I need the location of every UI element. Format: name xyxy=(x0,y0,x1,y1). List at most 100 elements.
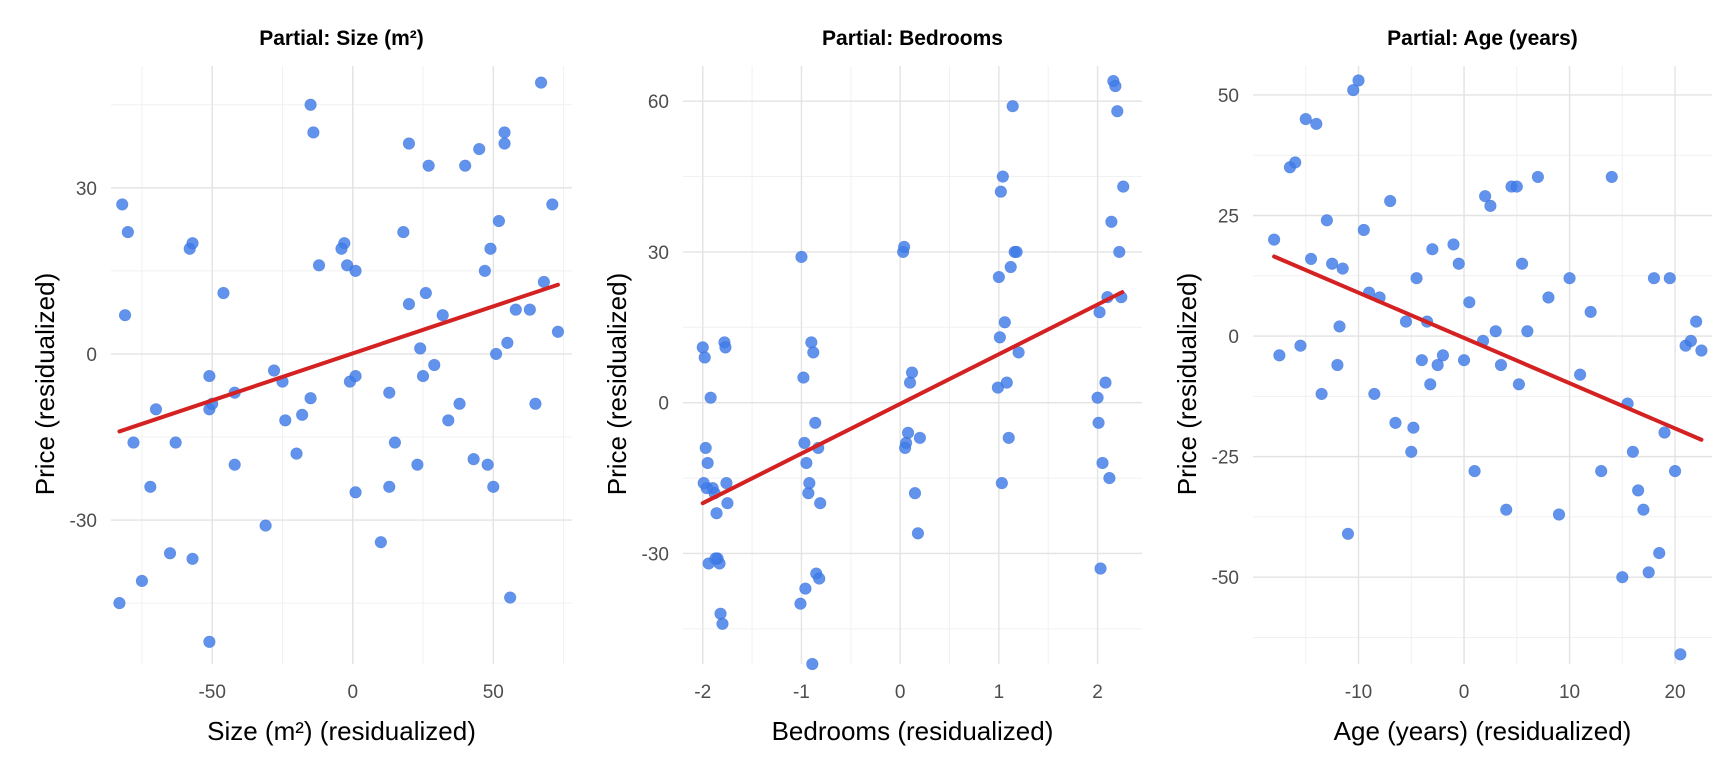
data-point xyxy=(383,386,396,399)
data-point xyxy=(807,346,820,359)
x-tick-label: 2 xyxy=(1092,682,1103,703)
x-tick-label: -2 xyxy=(694,682,711,703)
data-point xyxy=(1000,376,1013,389)
data-point xyxy=(1352,74,1365,87)
data-point xyxy=(498,137,511,150)
data-point xyxy=(720,476,733,490)
data-point xyxy=(335,242,348,255)
data-point xyxy=(998,316,1011,329)
y-tick-label: -30 xyxy=(642,544,669,565)
data-point xyxy=(1668,464,1682,478)
y-tick-label: 50 xyxy=(1218,86,1239,107)
data-point xyxy=(349,486,362,499)
y-tick-label: 0 xyxy=(1228,327,1239,348)
data-point xyxy=(1410,272,1423,285)
data-point xyxy=(1091,391,1104,404)
data-point xyxy=(203,635,216,648)
data-point xyxy=(1494,358,1508,372)
scatter-points xyxy=(113,76,565,648)
data-point xyxy=(1637,503,1650,516)
data-point xyxy=(509,303,522,316)
data-point xyxy=(1484,199,1497,212)
scatter-points xyxy=(1268,74,1708,661)
data-point xyxy=(1331,358,1344,372)
data-point xyxy=(1399,315,1413,328)
data-point xyxy=(436,309,449,322)
data-point xyxy=(1690,315,1703,328)
data-point xyxy=(1347,84,1360,97)
data-point xyxy=(484,242,497,255)
y-tick-label: 25 xyxy=(1218,207,1239,228)
regression-line xyxy=(700,290,1125,506)
data-point xyxy=(1531,170,1544,184)
grid xyxy=(683,66,1142,664)
panel-title: Partial: Age (years) xyxy=(1387,27,1578,50)
data-point xyxy=(304,98,317,111)
y-tick-label: 60 xyxy=(648,92,669,113)
data-point xyxy=(414,342,427,355)
data-point xyxy=(1424,378,1437,391)
grid xyxy=(111,66,572,664)
data-point xyxy=(467,453,480,466)
data-point xyxy=(1389,416,1402,429)
regression-line xyxy=(1272,254,1704,442)
data-point xyxy=(135,574,149,588)
y-tick-label: 30 xyxy=(648,243,669,264)
data-point xyxy=(1510,180,1523,193)
y-axis-label: Price (residualized) xyxy=(602,273,632,496)
data-point xyxy=(1512,378,1526,391)
data-point xyxy=(1584,305,1597,319)
data-point xyxy=(1653,546,1666,560)
data-point xyxy=(383,480,396,493)
data-point xyxy=(1341,527,1355,540)
data-point xyxy=(1336,262,1349,275)
x-tick-label: -1 xyxy=(793,682,810,703)
data-point xyxy=(716,617,729,630)
data-point xyxy=(1315,387,1328,401)
data-point xyxy=(1096,456,1109,470)
data-point xyxy=(498,126,511,139)
data-point xyxy=(1695,344,1708,357)
data-point xyxy=(1479,190,1492,203)
data-point xyxy=(1415,354,1428,367)
x-tick-label: 50 xyxy=(483,682,504,703)
data-point xyxy=(523,303,536,316)
data-point xyxy=(1357,223,1370,237)
data-point xyxy=(714,607,727,620)
data-point xyxy=(1426,243,1439,256)
data-point xyxy=(698,351,711,364)
x-tick-label: -10 xyxy=(1345,682,1372,703)
data-point xyxy=(913,431,927,444)
data-point xyxy=(1468,464,1481,478)
data-point xyxy=(1574,368,1587,381)
data-point xyxy=(798,436,811,449)
data-point xyxy=(422,159,435,172)
data-point xyxy=(1299,112,1312,126)
data-point xyxy=(996,170,1009,183)
data-point xyxy=(721,497,734,510)
data-point xyxy=(290,447,303,460)
data-point xyxy=(992,270,1005,284)
data-point xyxy=(551,325,565,338)
data-point xyxy=(1463,296,1476,309)
data-point xyxy=(1304,252,1318,266)
data-point xyxy=(307,126,320,139)
data-point xyxy=(144,480,157,493)
data-point xyxy=(699,441,712,455)
data-point xyxy=(388,436,402,449)
y-tick-label: 0 xyxy=(658,394,669,415)
data-point xyxy=(186,237,199,250)
y-tick-label: -25 xyxy=(1212,448,1239,469)
data-point xyxy=(492,214,506,228)
x-tick-label: 20 xyxy=(1664,682,1685,703)
data-point xyxy=(1521,325,1534,338)
regression-line xyxy=(117,282,560,434)
data-point xyxy=(1326,257,1339,270)
data-point xyxy=(1109,80,1122,93)
data-point xyxy=(1099,376,1112,389)
x-tick-label: 1 xyxy=(994,682,1005,703)
data-point xyxy=(1605,170,1618,184)
x-axis-label: Age (years) (residualized) xyxy=(1334,716,1632,746)
data-point xyxy=(1384,194,1397,208)
data-point xyxy=(481,458,494,471)
